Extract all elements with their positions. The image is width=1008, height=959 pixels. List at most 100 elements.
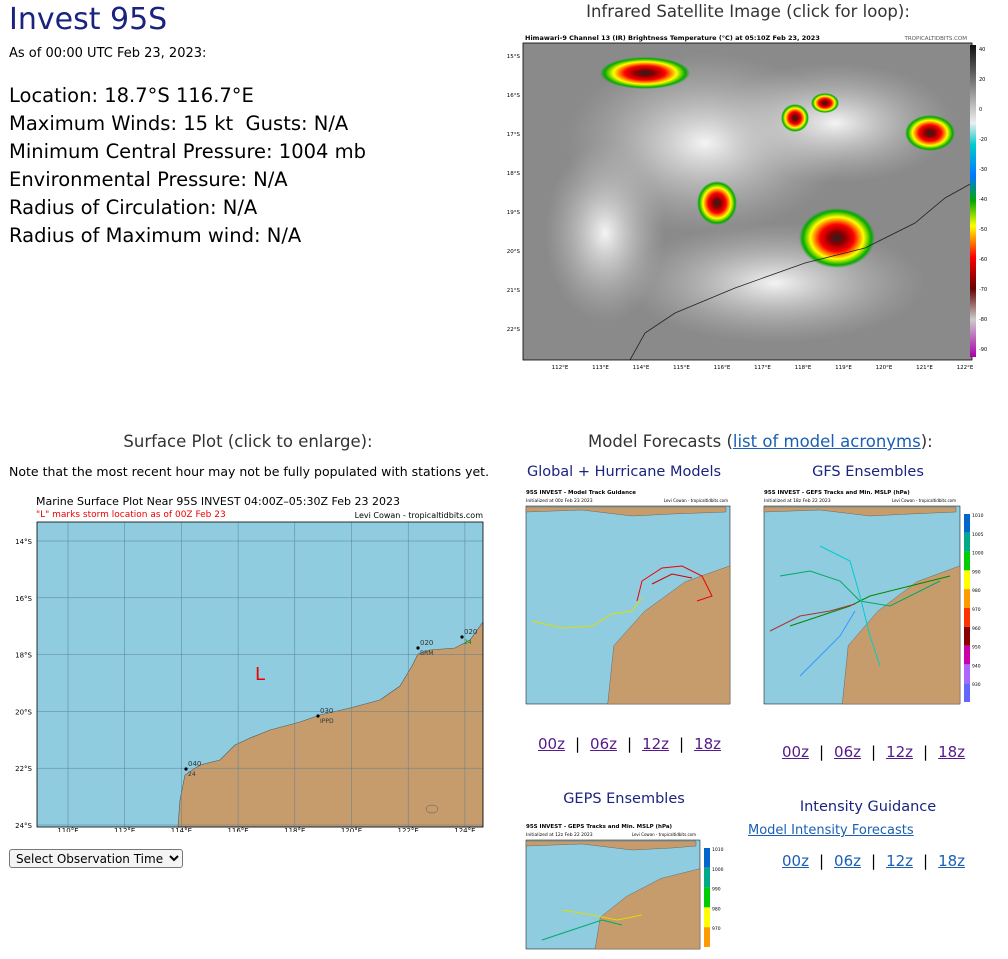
- convection: [697, 181, 737, 225]
- colorbar-segment: [964, 589, 970, 608]
- lat-label: 22°S: [15, 765, 32, 773]
- lat-label: 18°S: [15, 652, 32, 660]
- surface-plot[interactable]: Marine Surface Plot Near 95S INVEST 04:0…: [8, 492, 490, 832]
- run-link[interactable]: 18z: [694, 735, 722, 753]
- run-link[interactable]: 12z: [642, 735, 670, 753]
- satellite-image-title: Himawari-9 Channel 13 (IR) Brightness Te…: [525, 34, 820, 42]
- station-name: IPPD: [320, 718, 334, 725]
- forecast-track: [819, 545, 881, 667]
- run-link[interactable]: 06z: [834, 743, 861, 761]
- colorbar-label: 990: [972, 569, 981, 575]
- forecast-track: [636, 565, 713, 602]
- storm-info: Maximum Winds: 15 kt Gusts: N/A: [9, 112, 349, 135]
- intensity-link[interactable]: Model Intensity Forecasts: [748, 823, 914, 838]
- geps-image[interactable]: 95S INVEST - GEPS Tracks and Min. MSLP (…: [522, 820, 728, 959]
- cloud: [545, 143, 665, 323]
- colorbar-segment: [964, 626, 970, 646]
- intensity-links: 00z | 06z | 12z | 18z: [782, 851, 965, 870]
- cloud: [625, 223, 925, 343]
- colorbar-segment: [964, 514, 970, 533]
- lat-label: 14°S: [15, 538, 32, 546]
- land: [525, 506, 727, 517]
- run-link[interactable]: 18z: [938, 743, 966, 761]
- colorbar-segment: [704, 848, 710, 868]
- colorbar-label: 970: [712, 926, 721, 932]
- image-credit: Levi Cowan - tropicaltidbits.com: [664, 498, 728, 503]
- colorbar-label: 980: [972, 588, 981, 594]
- acronyms-link[interactable]: list of model acronyms: [732, 432, 921, 451]
- map-frame: [36, 521, 484, 828]
- forecast-track: [769, 603, 856, 632]
- geps-heading: GEPS Ensembles: [563, 791, 685, 807]
- lon-label: 122°E: [398, 827, 419, 832]
- cloud: [715, 63, 955, 183]
- lon-label: 119°E: [835, 365, 852, 371]
- gefs-image[interactable]: 95S INVEST - GEFS Tracks and Min. MSLP (…: [760, 486, 988, 714]
- lat-label: 20°S: [15, 708, 32, 716]
- heading-text: Model Forecasts (: [588, 432, 733, 451]
- gefs-heading: GFS Ensembles: [812, 464, 924, 480]
- land: [594, 868, 701, 950]
- lon-label: 114°E: [633, 365, 650, 371]
- run-link[interactable]: 06z: [834, 852, 861, 870]
- station-dot: [460, 635, 464, 639]
- run-link[interactable]: 00z: [782, 852, 809, 870]
- lon-label: 120°E: [341, 827, 362, 832]
- station-dot: [416, 646, 420, 650]
- station-code: 030: [320, 707, 333, 715]
- colorbar-label: 1000: [712, 867, 724, 873]
- lat-label: 15°S: [507, 54, 521, 60]
- satellite-heading: Infrared Satellite Image (click for loop…: [586, 2, 910, 21]
- colorbar-label: 980: [712, 906, 721, 912]
- colorbar-label: 1010: [972, 513, 984, 519]
- observation-time-select[interactable]: Select Observation Time...: [9, 849, 183, 868]
- forecast-track: [541, 919, 623, 941]
- colorbar-label: 970: [972, 607, 981, 613]
- image-credit: Levi Cowan - tropicaltidbits.com: [632, 832, 696, 837]
- forecast-track: [531, 597, 643, 629]
- surface-credit: Levi Cowan - tropicaltidbits.com: [355, 511, 484, 520]
- image-title: 95S INVEST - GEPS Tracks and Min. MSLP (…: [526, 824, 673, 830]
- colorbar-segment: [704, 867, 710, 888]
- land: [177, 621, 484, 828]
- separator: |: [818, 852, 825, 870]
- gefs-links: 00z | 06z | 12z | 18z: [782, 742, 965, 761]
- convection: [799, 208, 875, 268]
- station-name: 24: [464, 639, 472, 646]
- colorbar-segment: [964, 645, 970, 665]
- run-link[interactable]: 00z: [538, 735, 565, 753]
- station-code: 020: [464, 628, 477, 636]
- forecast-track: [799, 610, 856, 677]
- surface-plot-title: Marine Surface Plot Near 95S INVEST 04:0…: [36, 495, 400, 508]
- separator: |: [818, 743, 825, 761]
- separator: |: [574, 735, 581, 753]
- colorbar-segment: [704, 907, 710, 928]
- colorbar-label: 930: [972, 682, 981, 688]
- run-link[interactable]: 12z: [886, 852, 914, 870]
- convection: [781, 104, 809, 132]
- colorbar-label: 940: [972, 663, 981, 669]
- run-link[interactable]: 06z: [590, 735, 617, 753]
- global-model-image[interactable]: 95S INVEST - Model Track Guidance Initial…: [522, 486, 734, 714]
- colorbar-segment: [704, 887, 710, 908]
- colorbar: [970, 45, 976, 357]
- lat-label: 21°S: [507, 288, 521, 294]
- lon-label: 120°E: [876, 365, 893, 371]
- run-link[interactable]: 12z: [886, 743, 914, 761]
- colorbar-segment: [964, 608, 970, 627]
- lon-label: 112°E: [552, 365, 569, 371]
- satellite-image[interactable]: Himawari-9 Channel 13 (IR) Brightness Te…: [505, 33, 992, 373]
- intensity-heading: Intensity Guidance: [799, 799, 937, 815]
- colorbar-label: 0: [979, 107, 982, 113]
- land: [842, 565, 961, 705]
- as-of: As of 00:00 UTC Feb 23, 2023:: [9, 46, 207, 61]
- station-code: 020: [420, 639, 433, 647]
- station-dot: [184, 767, 188, 771]
- run-link[interactable]: 18z: [938, 852, 966, 870]
- lat-label: 19°S: [507, 210, 521, 216]
- lon-label: 118°E: [795, 365, 812, 371]
- models-heading: Model Forecasts (list of model acronyms)…: [588, 432, 933, 451]
- lon-label: 116°E: [714, 365, 731, 371]
- run-link[interactable]: 00z: [782, 743, 809, 761]
- lat-label: 17°S: [507, 132, 521, 138]
